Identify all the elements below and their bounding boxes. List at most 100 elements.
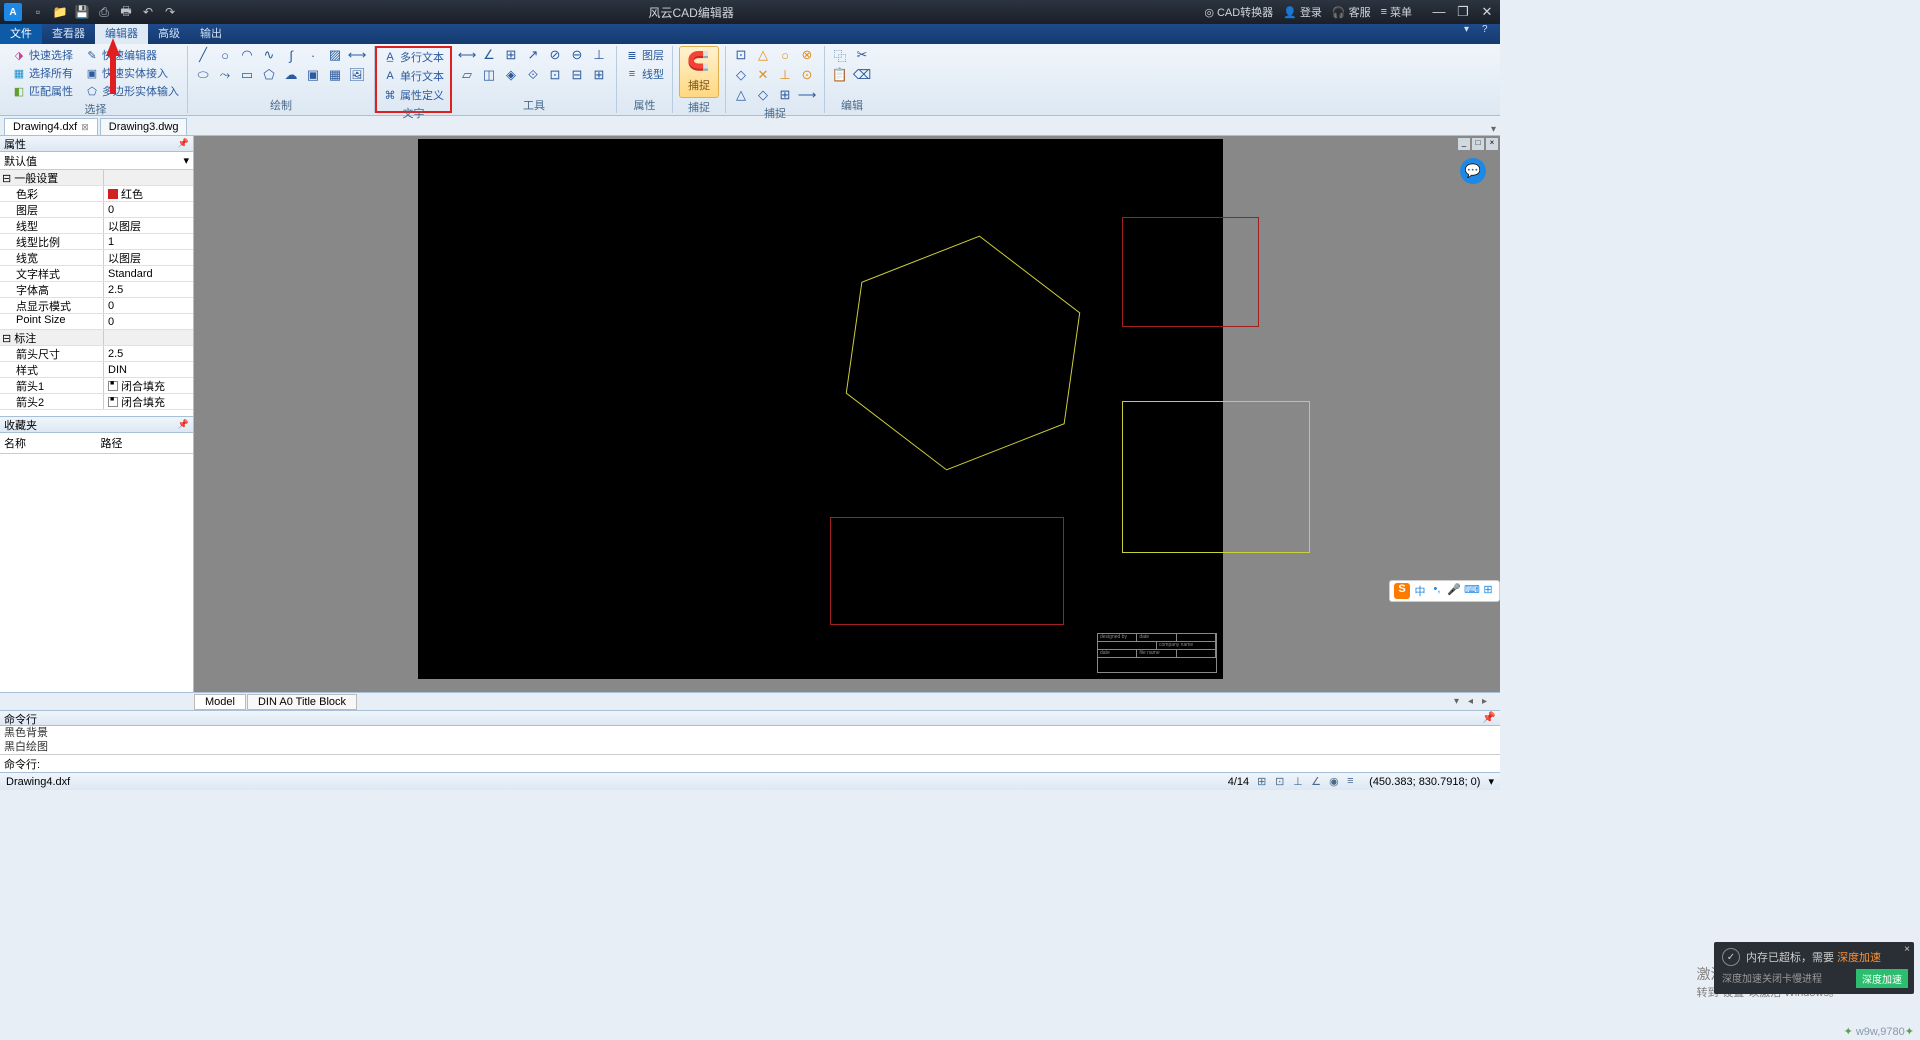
new-icon[interactable]: ▫ — [30, 4, 46, 20]
leader-icon[interactable]: ↗ — [524, 46, 542, 64]
perp-icon[interactable]: ⊥ — [776, 66, 794, 84]
pin-icon[interactable]: 📌 — [178, 419, 189, 430]
login-link[interactable]: 👤登录 — [1283, 4, 1322, 20]
chat-button[interactable]: 💬 — [1460, 158, 1486, 184]
hscroll-dropdown[interactable]: ▾ — [1454, 696, 1468, 707]
help-icon[interactable]: ? — [1482, 24, 1496, 44]
angle-icon[interactable]: ∠ — [480, 46, 498, 64]
ray-icon[interactable]: ⤳ — [216, 66, 234, 84]
endpoint-icon[interactable]: ⊡ — [732, 46, 750, 64]
multiline-text-button[interactable]: A̲多行文本 — [381, 48, 446, 66]
grid-icon[interactable]: ⊞ — [1257, 775, 1271, 788]
tangent-icon[interactable]: ⊙ — [798, 66, 816, 84]
pin-icon[interactable]: 📌 — [178, 138, 189, 149]
prop-color[interactable]: 色彩红色 — [0, 186, 193, 202]
prop-linetype[interactable]: 线型以图层 — [0, 218, 193, 234]
prop-arrow2[interactable]: 箭头2闭合填充 — [0, 394, 193, 410]
cut-icon[interactable]: ✂ — [853, 46, 871, 64]
solid-import-button[interactable]: ▣快速实体接入 — [83, 64, 181, 82]
doctab-drawing3[interactable]: Drawing3.dwg — [100, 118, 188, 135]
ime-toolbar[interactable]: S 中 •, 🎤 ⌨ ⊞ — [1389, 580, 1500, 602]
hatch-icon[interactable]: ▨ — [326, 46, 344, 64]
canvas-close-icon[interactable]: × — [1486, 138, 1498, 150]
notif-close-icon[interactable]: × — [1904, 944, 1910, 955]
notif-action-button[interactable]: 深度加速 — [1856, 969, 1908, 988]
center-icon[interactable]: ○ — [776, 46, 794, 64]
save-icon[interactable]: 💾 — [74, 4, 90, 20]
sheet-model[interactable]: Model — [194, 694, 246, 710]
tab-overflow-icon[interactable]: ▾ — [1491, 124, 1500, 135]
polar-icon[interactable]: ∠ — [1311, 775, 1325, 788]
quick-editor-button[interactable]: ✎快速编辑器 — [83, 46, 181, 64]
paste-icon[interactable]: 📋 — [831, 66, 849, 84]
tab-viewer[interactable]: 查看器 — [42, 24, 95, 44]
ime-menu-icon[interactable]: ⊞ — [1481, 583, 1495, 597]
osnap-icon[interactable]: ◉ — [1329, 775, 1343, 788]
pin-icon[interactable]: 📌 — [1482, 711, 1496, 725]
block-icon[interactable]: ▣ — [304, 66, 322, 84]
point-icon[interactable]: · — [304, 46, 322, 64]
ime-mic-icon[interactable]: 🎤 — [1447, 583, 1461, 597]
insert-icon[interactable]: ⊞ — [776, 86, 794, 104]
prop-style[interactable]: 样式DIN — [0, 362, 193, 378]
open-icon[interactable]: 📁 — [52, 4, 68, 20]
ortho-icon[interactable]: ⊥ — [1293, 775, 1307, 788]
prop-textheight[interactable]: 字体高2.5 — [0, 282, 193, 298]
intersect-icon[interactable]: ✕ — [754, 66, 772, 84]
quad-icon[interactable]: ◇ — [732, 66, 750, 84]
lwt-icon[interactable]: ≡ — [1347, 775, 1361, 788]
line-icon[interactable]: ╱ — [194, 46, 212, 64]
prop-ltscale[interactable]: 线型比例1 — [0, 234, 193, 250]
ellipse-icon[interactable]: ⬭ — [194, 66, 212, 84]
image-icon[interactable]: 🖼 — [348, 66, 366, 84]
parallel-icon[interactable]: ◇ — [754, 86, 772, 104]
properties-default-select[interactable]: 默认值▾ — [0, 152, 193, 170]
snap-button[interactable]: 🧲 捕捉 — [679, 46, 719, 98]
match-props-button[interactable]: ◧匹配属性 — [10, 82, 75, 100]
tool8-icon[interactable]: ▱ — [458, 66, 476, 84]
ime-punct-icon[interactable]: •, — [1430, 583, 1444, 597]
canvas-min-icon[interactable]: _ — [1458, 138, 1470, 150]
layer-button[interactable]: ≣图层 — [623, 46, 666, 64]
tool9-icon[interactable]: ◫ — [480, 66, 498, 84]
spline-icon[interactable]: ∫ — [282, 46, 300, 64]
attr-def-button[interactable]: ⌘属性定义 — [381, 86, 446, 104]
hscroll-left[interactable]: ◂ — [1468, 696, 1482, 707]
table-icon[interactable]: ▦ — [326, 66, 344, 84]
tool10-icon[interactable]: ◈ — [502, 66, 520, 84]
tool13-icon[interactable]: ⊟ — [568, 66, 586, 84]
single-text-button[interactable]: A单行文本 — [381, 67, 446, 85]
midpoint-icon[interactable]: △ — [754, 46, 772, 64]
prop-arrowsize[interactable]: 箭头尺寸2.5 — [0, 346, 193, 362]
polygon-icon[interactable]: ⬠ — [260, 66, 278, 84]
prop-pointsize[interactable]: Point Size0 — [0, 314, 193, 330]
canvas-viewport[interactable]: _ □ × 💬 designed bydate company name dat… — [194, 136, 1500, 692]
polygon-input-button[interactable]: ⬠多边形实体输入 — [83, 82, 181, 100]
service-link[interactable]: 🎧客服 — [1332, 4, 1371, 20]
canvas-max-icon[interactable]: □ — [1472, 138, 1484, 150]
extension-icon[interactable]: ⟶ — [798, 86, 816, 104]
maximize-button[interactable]: ❐ — [1454, 4, 1472, 20]
prop-textstyle[interactable]: 文字样式Standard — [0, 266, 193, 282]
ime-logo-icon[interactable]: S — [1394, 583, 1410, 599]
delete-icon[interactable]: ⌫ — [853, 66, 871, 84]
tab-file[interactable]: 文件 — [0, 24, 42, 44]
polyline-icon[interactable]: ∿ — [260, 46, 278, 64]
prop-pointmode[interactable]: 点显示模式0 — [0, 298, 193, 314]
align-icon[interactable]: ⊞ — [502, 46, 520, 64]
menu-link[interactable]: ≡菜单 — [1381, 4, 1412, 20]
hscroll-right[interactable]: ▸ — [1482, 696, 1496, 707]
ime-cn-icon[interactable]: 中 — [1413, 583, 1427, 597]
ordinate-icon[interactable]: ⊥ — [590, 46, 608, 64]
prop-lweight[interactable]: 线宽以图层 — [0, 250, 193, 266]
cad-converter-link[interactable]: ◎CAD转换器 — [1204, 4, 1273, 20]
tab-editor[interactable]: 编辑器 — [95, 24, 148, 44]
radius-icon[interactable]: ⊘ — [546, 46, 564, 64]
status-extra-icon[interactable]: ▾ — [1488, 775, 1494, 788]
prop-arrow1[interactable]: 箭头1闭合填充 — [0, 378, 193, 394]
circle-icon[interactable]: ○ — [216, 46, 234, 64]
tool12-icon[interactable]: ⊡ — [546, 66, 564, 84]
diameter-icon[interactable]: ⊖ — [568, 46, 586, 64]
quick-select-button[interactable]: ⬗快速选择 — [10, 46, 75, 64]
close-button[interactable]: ✕ — [1478, 4, 1496, 20]
